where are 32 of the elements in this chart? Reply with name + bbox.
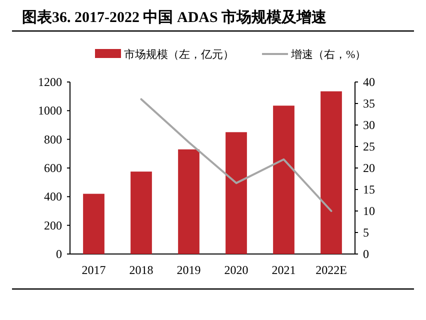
bar	[130, 172, 152, 254]
y-tick-label: 200	[44, 218, 62, 232]
chart-title: 图表36. 2017-2022 中国 ADAS 市场规模及增速	[22, 8, 328, 26]
y-tick-label: 800	[44, 132, 62, 146]
y2-tick-label: 5	[363, 226, 369, 240]
x-tick-label: 2021	[272, 263, 296, 277]
y-tick-label: 1200	[38, 75, 62, 89]
y2-tick-label: 25	[363, 140, 375, 154]
y2-tick-label: 20	[363, 161, 375, 175]
x-tick-label: 2022E	[316, 263, 347, 277]
bar	[320, 91, 342, 254]
bar	[83, 194, 104, 254]
y2-tick-label: 40	[363, 75, 375, 89]
bar	[178, 149, 200, 254]
x-tick-label: 2020	[224, 263, 248, 277]
x-tick-label: 2017	[82, 263, 106, 277]
x-tick-label: 2019	[176, 263, 201, 277]
legend-label: 增速（右，%）	[290, 48, 366, 61]
y-tick-label: 600	[44, 161, 62, 175]
y2-tick-label: 10	[363, 204, 375, 218]
y-tick-label: 400	[44, 190, 62, 204]
y-tick-label: 0	[56, 247, 62, 261]
line-series	[140, 98, 332, 212]
y2-tick-label: 0	[363, 247, 369, 261]
y2-tick-label: 30	[363, 118, 375, 132]
x-tick-label: 2018	[129, 263, 154, 277]
y2-tick-label: 35	[363, 96, 375, 110]
bar	[273, 106, 294, 254]
y2-tick-label: 15	[363, 182, 375, 196]
y-tick-label: 1000	[38, 104, 62, 118]
legend-label: 市场规模（左，亿元）	[124, 48, 234, 61]
bar	[226, 132, 247, 254]
